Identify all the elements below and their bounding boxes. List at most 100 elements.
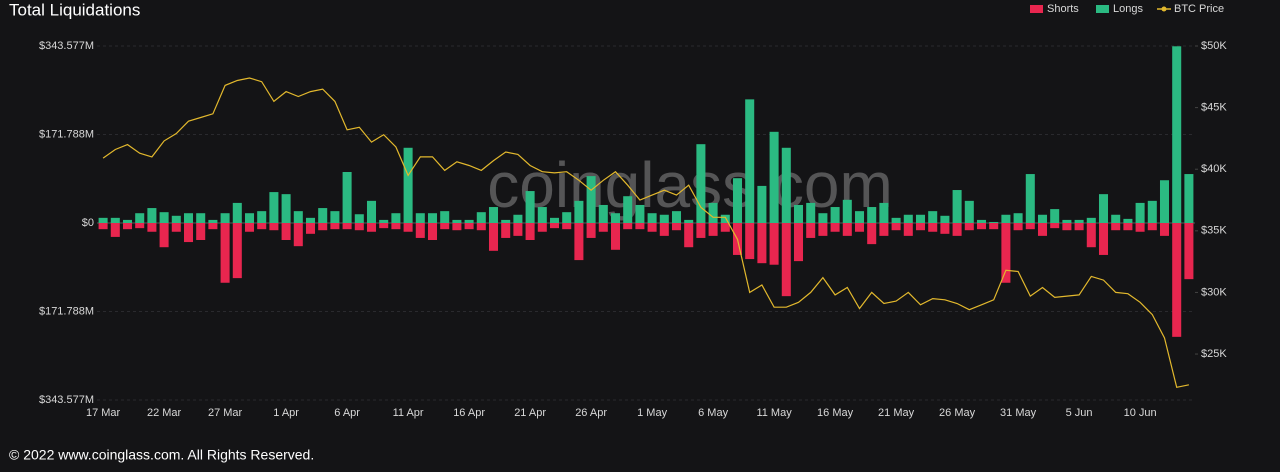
x-tick-label: 5 Jun — [1066, 407, 1093, 419]
bar — [342, 223, 352, 230]
bar — [1098, 223, 1109, 255]
bar — [171, 215, 181, 223]
bar — [183, 223, 194, 243]
bar — [513, 223, 523, 236]
bar — [806, 202, 816, 223]
bar — [867, 223, 877, 245]
bar — [574, 200, 584, 223]
bar — [952, 190, 962, 223]
chart-title: Total Liquidations — [9, 0, 140, 19]
bar — [1111, 214, 1121, 223]
bar — [147, 223, 157, 232]
bar — [635, 204, 645, 223]
bar — [976, 219, 987, 223]
bar — [769, 131, 779, 223]
bar — [1123, 218, 1133, 223]
bar — [452, 219, 462, 223]
bar — [98, 217, 108, 223]
bar — [696, 223, 706, 238]
bar — [708, 223, 718, 236]
x-tick-label: 26 May — [939, 407, 976, 419]
bar — [928, 223, 938, 232]
bar — [1013, 213, 1023, 223]
bar — [476, 212, 486, 223]
bar — [1135, 223, 1145, 232]
y-tick-label: $343.577M — [39, 40, 94, 52]
bar — [940, 223, 950, 234]
bar — [757, 223, 767, 264]
bar — [379, 219, 389, 223]
bar — [1025, 174, 1035, 223]
x-tick-label: 1 Apr — [273, 407, 299, 419]
bar — [305, 223, 316, 234]
bar — [501, 223, 511, 238]
bar — [1184, 223, 1194, 280]
bar — [1098, 194, 1109, 223]
bar — [903, 214, 913, 223]
legend-marker — [1096, 5, 1109, 13]
bar — [183, 213, 194, 223]
bar — [232, 202, 242, 223]
bar — [745, 223, 755, 260]
bar — [781, 223, 791, 297]
bar — [110, 217, 120, 223]
bar — [830, 223, 840, 232]
bar — [867, 207, 877, 223]
bar — [793, 204, 804, 223]
bar — [244, 213, 255, 223]
bar — [952, 223, 962, 236]
bar — [342, 171, 352, 223]
bar — [928, 211, 938, 223]
bar — [464, 219, 474, 223]
bar — [854, 223, 865, 232]
bar — [244, 223, 255, 232]
bar — [220, 223, 230, 283]
legend-marker — [1161, 6, 1167, 12]
legend-label: Shorts — [1047, 3, 1079, 15]
bar — [720, 223, 730, 232]
legend-label: BTC Price — [1174, 3, 1224, 15]
bar — [366, 223, 377, 232]
bar — [330, 223, 340, 230]
bar — [537, 223, 547, 232]
bar — [1025, 223, 1035, 230]
x-tick-label: 10 Jun — [1124, 407, 1157, 419]
bar — [208, 223, 218, 230]
x-tick-label: 17 Mar — [86, 407, 121, 419]
bar — [989, 223, 999, 230]
bar — [879, 223, 889, 236]
bar — [403, 223, 413, 232]
bar — [854, 211, 865, 223]
bar — [1037, 214, 1048, 223]
bar — [122, 219, 133, 223]
bar — [1159, 180, 1170, 223]
bar — [354, 214, 364, 223]
bar — [525, 191, 535, 223]
bar — [147, 208, 157, 223]
bar — [586, 223, 596, 238]
bar — [562, 212, 572, 223]
bar — [122, 223, 133, 230]
watermark: coinglass.com — [487, 149, 893, 221]
bar — [745, 99, 755, 223]
bar — [366, 200, 377, 223]
bar — [208, 219, 218, 223]
bar — [293, 223, 303, 247]
legend-label: Longs — [1113, 3, 1143, 15]
bar — [684, 223, 694, 248]
x-tick-label: 1 May — [637, 407, 667, 419]
bar — [171, 223, 181, 232]
bar — [879, 202, 889, 223]
bar — [269, 223, 279, 231]
bar — [1086, 217, 1096, 223]
bar — [1062, 219, 1072, 223]
bar — [354, 223, 364, 231]
bar — [830, 207, 840, 223]
bar — [281, 194, 291, 223]
x-tick-label: 6 Apr — [334, 407, 360, 419]
x-tick-label: 22 Mar — [147, 407, 182, 419]
y-tick-label: $171.788M — [39, 305, 94, 317]
bar — [452, 223, 462, 231]
bar — [623, 223, 633, 230]
